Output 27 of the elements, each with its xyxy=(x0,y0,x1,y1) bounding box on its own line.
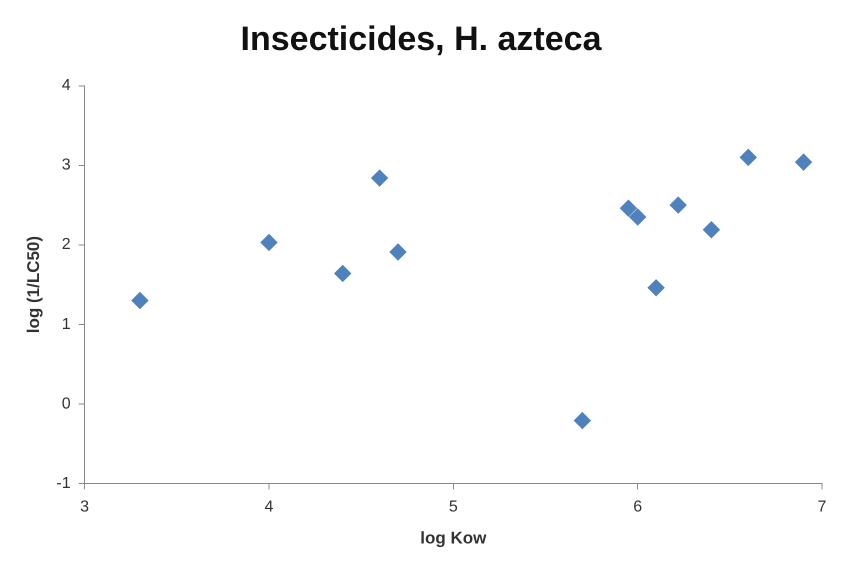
x-tick-label: 5 xyxy=(448,498,458,516)
y-axis-title: log (1/LC50) xyxy=(24,236,43,334)
x-tick-label: 4 xyxy=(264,498,274,516)
point xyxy=(131,292,148,310)
point xyxy=(648,279,665,296)
point xyxy=(629,208,646,226)
point xyxy=(371,170,388,187)
point xyxy=(620,200,637,217)
x-tick-label: 6 xyxy=(633,498,642,516)
x-tick-label: 7 xyxy=(818,498,827,516)
point xyxy=(670,196,687,214)
point xyxy=(740,148,757,166)
y-tick-label: -1 xyxy=(56,474,71,492)
y-tick-label: 2 xyxy=(62,236,71,254)
y-tick-label: 1 xyxy=(62,316,71,333)
x-tick-label: 3 xyxy=(80,498,90,516)
chart-title: Insecticides, H. azteca xyxy=(240,20,603,58)
point xyxy=(702,221,720,238)
x-axis-title: log Kow xyxy=(420,528,488,548)
point xyxy=(334,264,352,282)
point xyxy=(260,234,278,251)
y-tick-label: 4 xyxy=(62,77,71,94)
y-tick-label: 0 xyxy=(62,395,71,412)
y-tick-label: 3 xyxy=(62,156,71,174)
point xyxy=(574,412,591,430)
point xyxy=(390,243,407,260)
point xyxy=(795,154,812,171)
